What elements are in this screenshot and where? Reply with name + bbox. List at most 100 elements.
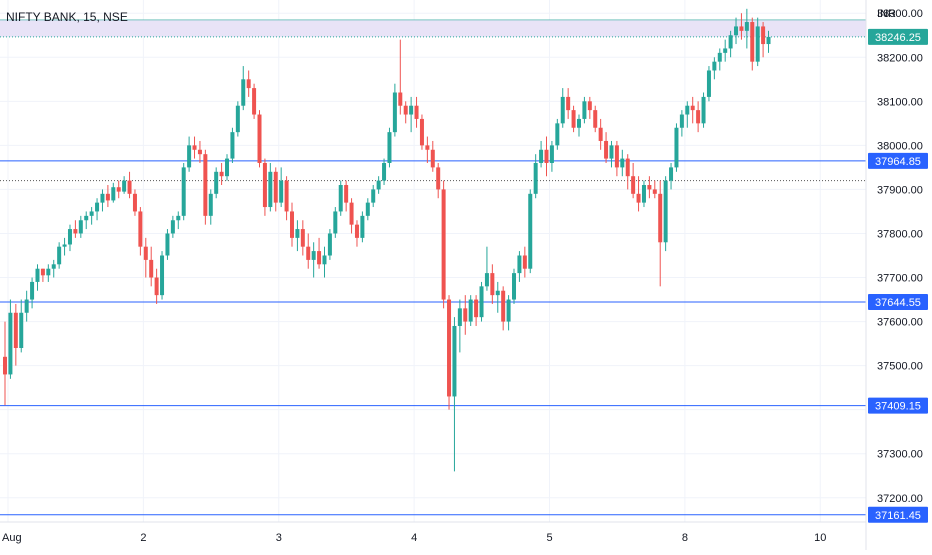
- candle-body: [105, 193, 110, 201]
- candle: [414, 96, 419, 128]
- candle-body: [387, 132, 392, 163]
- candle-body: [690, 105, 695, 111]
- candle: [289, 202, 294, 247]
- candle: [268, 162, 273, 212]
- candle-body: [160, 255, 165, 296]
- candle: [528, 189, 533, 274]
- candle-body: [40, 268, 45, 276]
- candle: [219, 162, 224, 186]
- candle-body: [436, 167, 441, 190]
- level-tag: 37161.45: [868, 506, 928, 523]
- candle: [647, 176, 652, 199]
- candle-body: [176, 215, 181, 221]
- candle: [457, 299, 462, 353]
- candle-body: [187, 145, 192, 168]
- level-tag: 37644.55: [868, 293, 928, 310]
- candle-body: [284, 180, 289, 212]
- candle: [84, 211, 89, 230]
- candle-body: [84, 215, 89, 221]
- candle-body: [311, 251, 316, 260]
- candle-body: [750, 22, 755, 62]
- candle-body: [122, 180, 127, 192]
- candle-body: [306, 246, 311, 260]
- candle: [160, 251, 165, 300]
- candle: [598, 118, 603, 150]
- candle-body: [447, 299, 452, 397]
- candle-body: [419, 118, 424, 146]
- candle: [560, 88, 565, 128]
- candle-body: [73, 229, 78, 234]
- candle-body: [549, 145, 554, 163]
- candle: [425, 136, 430, 163]
- candle-body: [430, 149, 435, 168]
- candle-body: [625, 158, 630, 177]
- candle: [246, 70, 251, 97]
- candle: [750, 17, 755, 71]
- candle-body: [62, 244, 67, 247]
- candle-body: [539, 149, 544, 163]
- candle: [501, 286, 506, 331]
- candle-body: [127, 180, 132, 194]
- candle: [609, 140, 614, 168]
- candle-body: [219, 171, 224, 177]
- candle: [544, 136, 549, 177]
- candle: [24, 290, 29, 322]
- candle-body: [582, 101, 587, 119]
- candle: [105, 185, 110, 208]
- candle-body: [365, 202, 370, 216]
- y-tick-label: 37300.00: [877, 449, 923, 461]
- candle: [327, 229, 332, 260]
- last-price-tag-text: 38246.25: [875, 32, 921, 44]
- candle-body: [192, 145, 197, 150]
- candle: [717, 48, 722, 71]
- candle: [463, 295, 468, 335]
- candle-body: [533, 162, 538, 194]
- candle-body: [468, 299, 473, 322]
- candle-body: [111, 187, 116, 201]
- candle: [165, 229, 170, 260]
- candle-body: [571, 110, 576, 128]
- candle: [8, 299, 13, 379]
- y-tick-label: 38000.00: [877, 140, 923, 152]
- y-tick-label: 37500.00: [877, 361, 923, 373]
- candle-body: [598, 127, 603, 141]
- candle: [360, 211, 365, 243]
- candle-body: [252, 88, 257, 115]
- candle: [549, 140, 554, 172]
- candle: [625, 154, 630, 190]
- candle: [490, 264, 495, 304]
- candle-body: [555, 123, 560, 146]
- candle-body: [604, 140, 609, 159]
- candle-body: [360, 215, 365, 238]
- candle-body: [392, 92, 397, 133]
- candle: [46, 264, 51, 282]
- candle: [734, 17, 739, 45]
- x-tick-label: 5: [546, 532, 552, 544]
- candle-body: [425, 145, 430, 150]
- candle-body: [3, 356, 7, 375]
- candle: [587, 96, 592, 119]
- x-tick-label: 4: [411, 532, 417, 544]
- candle-body: [636, 193, 641, 203]
- candle-body: [512, 273, 517, 300]
- candle-body: [143, 246, 148, 260]
- candle: [365, 198, 370, 221]
- candle: [604, 132, 609, 163]
- candle-body: [78, 220, 83, 234]
- candle: [744, 8, 749, 49]
- level-tag: 37964.85: [868, 152, 928, 169]
- x-tick-label: 2: [140, 532, 146, 544]
- candle-body: [246, 79, 251, 89]
- candle: [679, 110, 684, 137]
- candle: [57, 242, 62, 269]
- candle-body: [349, 202, 354, 225]
- candle-body: [641, 185, 646, 203]
- candle-body: [24, 299, 29, 313]
- candle-body: [457, 308, 462, 326]
- candle: [631, 162, 636, 199]
- candle: [67, 224, 72, 252]
- candle: [95, 198, 100, 221]
- candle-body: [67, 229, 72, 245]
- candle: [284, 176, 289, 221]
